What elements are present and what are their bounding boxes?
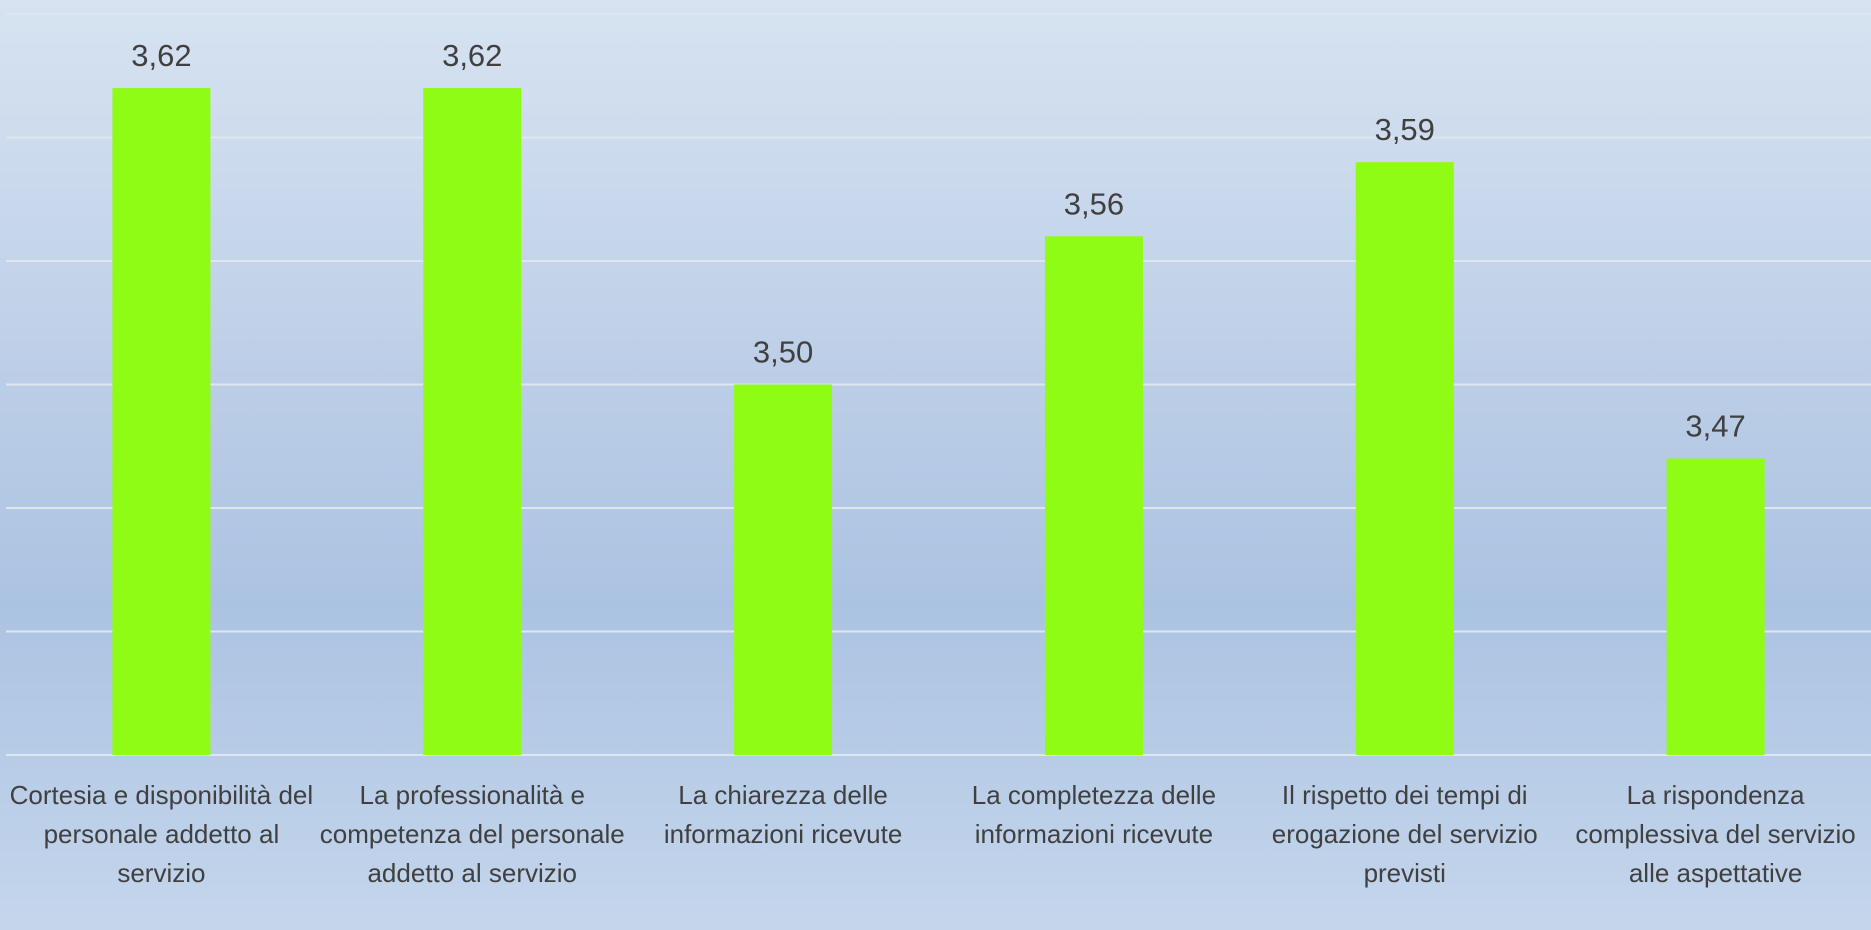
x-tick-label: La chiarezza delle informazioni ricevute bbox=[663, 780, 903, 849]
bar bbox=[734, 384, 833, 755]
bar bbox=[1044, 236, 1143, 756]
bar bbox=[1355, 162, 1454, 755]
x-tick-label: Cortesia e disponibilità del personale a… bbox=[9, 780, 314, 888]
x-tick-label: Il rispetto dei tempi di erogazione del … bbox=[1271, 780, 1538, 888]
value-label: 3,59 bbox=[1375, 112, 1435, 147]
bar bbox=[112, 88, 211, 756]
bar bbox=[1666, 458, 1765, 755]
value-label: 3,56 bbox=[1064, 186, 1124, 221]
value-label: 3,62 bbox=[442, 38, 502, 73]
bar bbox=[423, 88, 522, 756]
x-tick-label: La completezza delle informazioni ricevu… bbox=[971, 780, 1217, 849]
x-tick-label: La rispondenza complessiva del servizio … bbox=[1575, 780, 1856, 888]
value-label: 3,50 bbox=[753, 335, 813, 370]
x-tick-label: La professionalità e competenza del pers… bbox=[319, 780, 625, 888]
value-label: 3,47 bbox=[1685, 409, 1745, 444]
value-label: 3,62 bbox=[131, 38, 191, 73]
